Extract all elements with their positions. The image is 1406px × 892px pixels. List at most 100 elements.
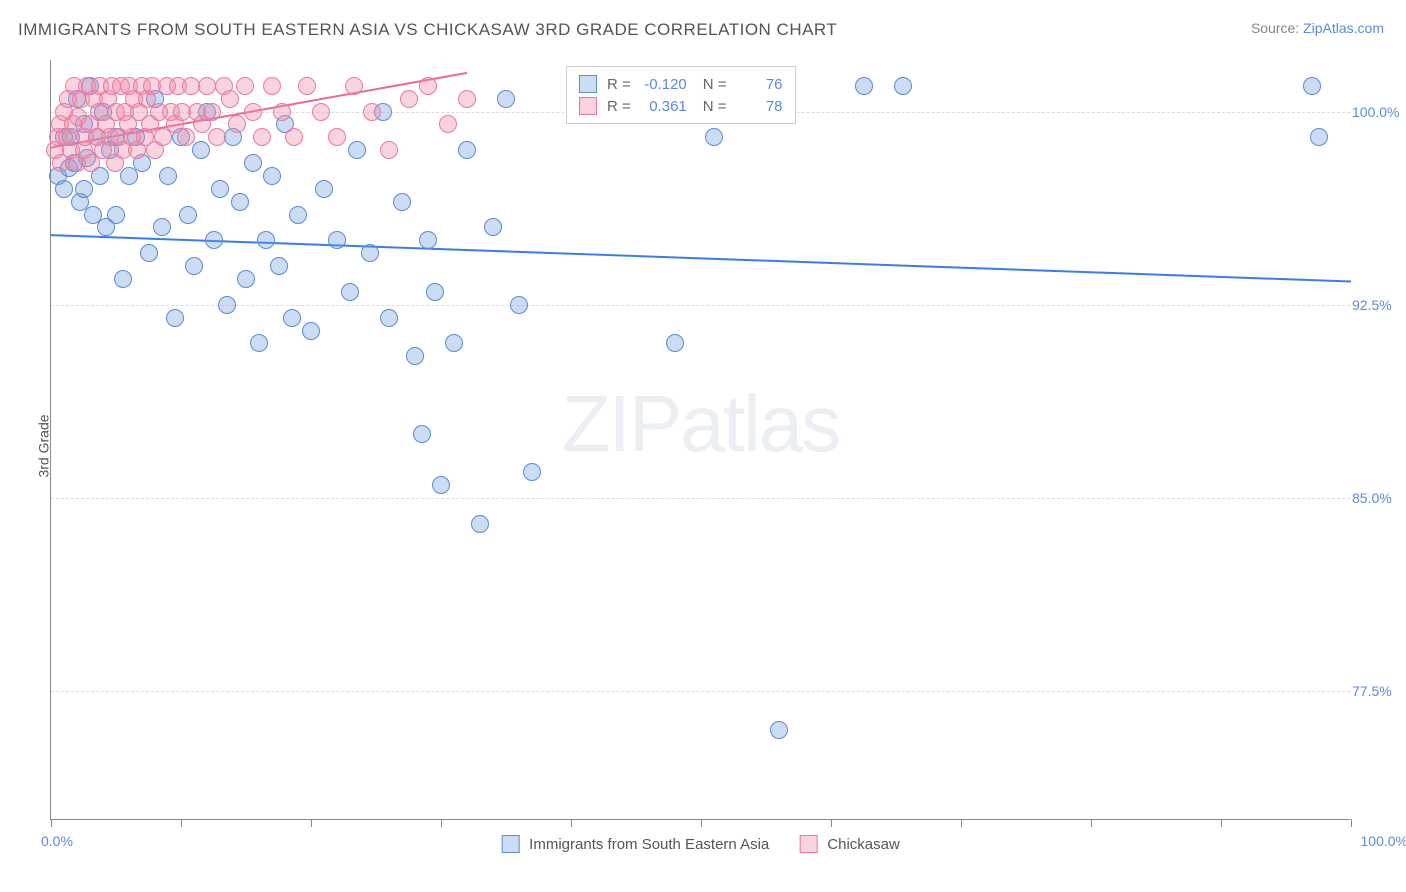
data-point: [143, 77, 161, 95]
data-point: [203, 103, 221, 121]
data-point: [65, 154, 83, 172]
data-point: [445, 334, 463, 352]
data-point: [68, 154, 86, 172]
data-point: [770, 721, 788, 739]
data-point: [406, 347, 424, 365]
data-point: [298, 77, 316, 95]
data-point: [107, 206, 125, 224]
data-point: [78, 77, 96, 95]
data-point: [69, 108, 87, 126]
x-tick: [51, 819, 52, 827]
data-point: [169, 77, 187, 95]
data-point: [380, 309, 398, 327]
data-point: [158, 77, 176, 95]
data-point: [374, 103, 392, 121]
data-point: [348, 141, 366, 159]
data-point: [107, 128, 125, 146]
legend-label: Chickasaw: [827, 836, 900, 853]
source-link[interactable]: ZipAtlas.com: [1303, 20, 1384, 36]
data-point: [302, 322, 320, 340]
data-point: [283, 309, 301, 327]
data-point: [162, 103, 180, 121]
data-point: [263, 167, 281, 185]
data-point: [114, 270, 132, 288]
data-point: [55, 103, 73, 121]
x-tick: [1091, 819, 1092, 827]
data-point: [237, 270, 255, 288]
data-point: [523, 463, 541, 481]
data-point: [78, 149, 96, 167]
data-point: [85, 90, 103, 108]
trend-line: [51, 73, 467, 148]
data-point: [894, 77, 912, 95]
data-point: [192, 141, 210, 159]
data-point: [94, 103, 112, 121]
data-point: [1310, 128, 1328, 146]
data-point: [62, 141, 80, 159]
n-value: 76: [733, 76, 783, 93]
data-point: [458, 90, 476, 108]
data-point: [84, 206, 102, 224]
data-point: [140, 244, 158, 262]
data-point: [103, 77, 121, 95]
data-point: [426, 283, 444, 301]
data-point: [106, 154, 124, 172]
data-point: [49, 167, 67, 185]
data-point: [172, 128, 190, 146]
legend-swatch: [579, 97, 597, 115]
data-point: [55, 180, 73, 198]
data-point: [90, 103, 108, 121]
data-point: [75, 115, 93, 133]
data-point: [112, 77, 130, 95]
data-point: [150, 103, 168, 121]
data-point: [82, 154, 100, 172]
data-point: [361, 244, 379, 262]
data-point: [341, 283, 359, 301]
data-point: [345, 77, 363, 95]
watermark-bold: ZIP: [562, 379, 680, 468]
data-point: [198, 103, 216, 121]
data-point: [1303, 77, 1321, 95]
correlation-box: R =-0.120N =76R =0.361N =78: [566, 66, 796, 124]
data-point: [58, 128, 76, 146]
data-point: [88, 128, 106, 146]
data-point: [855, 77, 873, 95]
data-point: [120, 167, 138, 185]
data-point: [413, 425, 431, 443]
data-point: [130, 103, 148, 121]
data-point: [221, 90, 239, 108]
data-point: [419, 77, 437, 95]
data-point: [185, 257, 203, 275]
data-point: [88, 128, 106, 146]
data-point: [62, 128, 80, 146]
correlation-row: R =0.361N =78: [579, 95, 783, 117]
data-point: [81, 77, 99, 95]
legend-label: Immigrants from South Eastern Asia: [529, 836, 769, 853]
x-tick: [441, 819, 442, 827]
data-point: [400, 90, 418, 108]
n-label: N =: [703, 98, 727, 115]
source-prefix: Source:: [1251, 20, 1303, 36]
x-tick: [1221, 819, 1222, 827]
data-point: [75, 180, 93, 198]
y-tick-label: 77.5%: [1352, 683, 1402, 699]
x-tick: [1351, 819, 1352, 827]
x-tick: [311, 819, 312, 827]
data-point: [205, 231, 223, 249]
data-point: [484, 218, 502, 236]
r-value: -0.120: [637, 76, 687, 93]
data-point: [328, 231, 346, 249]
correlation-row: R =-0.120N =76: [579, 73, 783, 95]
data-point: [81, 115, 99, 133]
data-point: [128, 141, 146, 159]
data-point: [110, 128, 128, 146]
trend-svg: [51, 60, 1351, 820]
y-tick-label: 85.0%: [1352, 490, 1402, 506]
x-tick: [181, 819, 182, 827]
data-point: [123, 128, 141, 146]
data-point: [228, 115, 246, 133]
data-point: [211, 180, 229, 198]
chart-title: IMMIGRANTS FROM SOUTH EASTERN ASIA VS CH…: [18, 20, 837, 40]
data-point: [193, 115, 211, 133]
data-point: [439, 115, 457, 133]
